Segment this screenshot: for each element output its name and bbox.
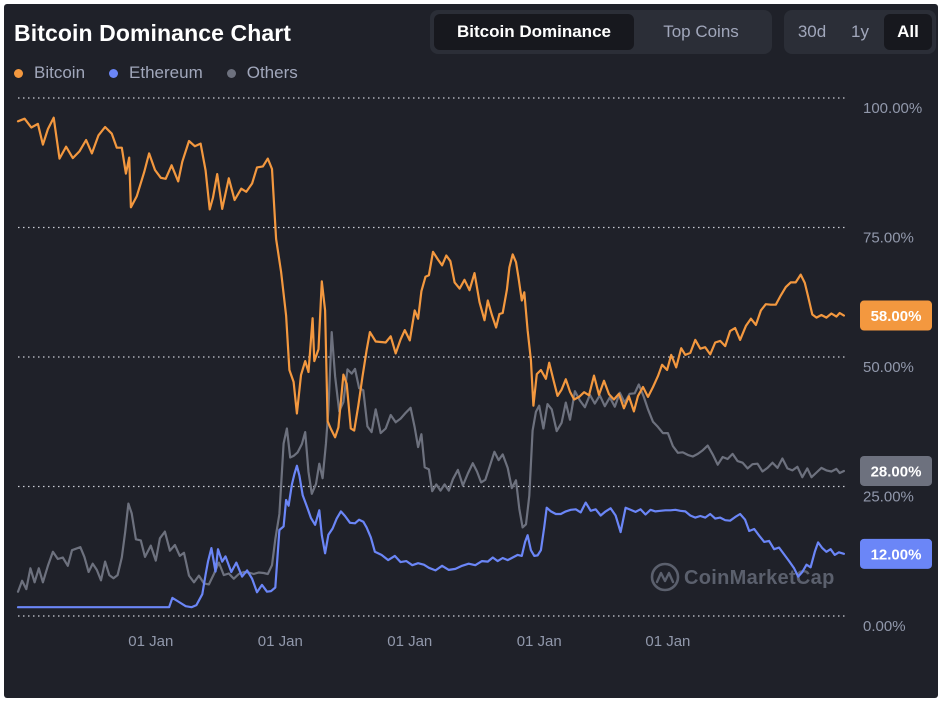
view-tab-group: Bitcoin Dominance Top Coins <box>430 10 772 54</box>
x-axis-ticks: 01 Jan 01 Jan 01 Jan 01 Jan 01 Jan <box>128 633 690 650</box>
y-tick-label: 100.00% <box>863 100 922 117</box>
coinmarketcap-logo-icon <box>650 562 680 592</box>
tab-bitcoin-dominance[interactable]: Bitcoin Dominance <box>434 14 634 50</box>
last-value-badge-others: 28.00% <box>860 455 932 486</box>
legend-label-others: Others <box>246 63 298 82</box>
badge-background <box>860 455 932 486</box>
watermark-text: CoinMarketCap <box>684 567 835 589</box>
others-dot-icon <box>226 68 236 78</box>
chart-legend: Bitcoin Ethereum Others <box>14 63 322 83</box>
range-30d-button[interactable]: 30d <box>797 22 827 41</box>
y-tick-label: 0.00% <box>863 618 906 635</box>
tab-top-coins[interactable]: Top Coins <box>663 22 739 41</box>
legend-item-bitcoin[interactable]: Bitcoin <box>14 63 85 83</box>
series-line-bitcoin <box>16 116 845 439</box>
legend-item-ethereum[interactable]: Ethereum <box>109 63 203 83</box>
y-tick-label: 75.00% <box>863 230 914 247</box>
series-line-ethereum <box>16 464 845 609</box>
y-tick-label: 25.00% <box>863 489 914 506</box>
badge-background <box>860 300 932 331</box>
ethereum-dot-icon <box>109 68 119 78</box>
badge-background <box>860 538 932 569</box>
badge-value-text: 58.00% <box>871 308 922 325</box>
x-tick-label: 01 Jan <box>645 633 690 650</box>
last-value-badges: 58.00% 12.00% 28.00% <box>860 300 932 569</box>
coinmarketcap-watermark: CoinMarketCap <box>650 562 835 592</box>
page-title: Bitcoin Dominance Chart <box>14 20 292 46</box>
series-lines <box>16 116 845 609</box>
coinmarketcap-logo-mark-icon <box>655 571 675 584</box>
y-tick-label: 50.00% <box>863 359 914 376</box>
x-tick-label: 01 Jan <box>387 633 432 650</box>
range-all-button[interactable]: All <box>884 14 932 50</box>
time-range-tab-group: 30d 1y All <box>784 10 936 54</box>
x-tick-label: 01 Jan <box>258 633 303 650</box>
series-line-others <box>16 331 845 593</box>
range-1y-button[interactable]: 1y <box>851 22 869 41</box>
x-tick-label: 01 Jan <box>128 633 173 650</box>
legend-label-bitcoin: Bitcoin <box>34 63 86 82</box>
chart-card: Bitcoin Dominance Chart Bitcoin Ethereum… <box>4 4 938 698</box>
legend-label-ethereum: Ethereum <box>129 63 203 82</box>
y-axis-ticks: 100.00% 75.00% 50.00% 25.00% 0.00% <box>863 100 922 635</box>
grid-lines <box>18 97 848 617</box>
last-value-badge-bitcoin: 58.00% <box>860 300 932 331</box>
badge-value-text: 12.00% <box>871 546 922 563</box>
dominance-chart: 100.00%75.00%50.00%25.00%0.00% 01 Jan 01 … <box>16 97 932 650</box>
bitcoin-dot-icon <box>14 68 23 78</box>
x-tick-label: 01 Jan <box>517 633 562 650</box>
last-value-badge-ethereum: 12.00% <box>860 538 932 569</box>
badge-value-text: 28.00% <box>871 463 922 480</box>
legend-item-others[interactable]: Others <box>226 63 298 83</box>
